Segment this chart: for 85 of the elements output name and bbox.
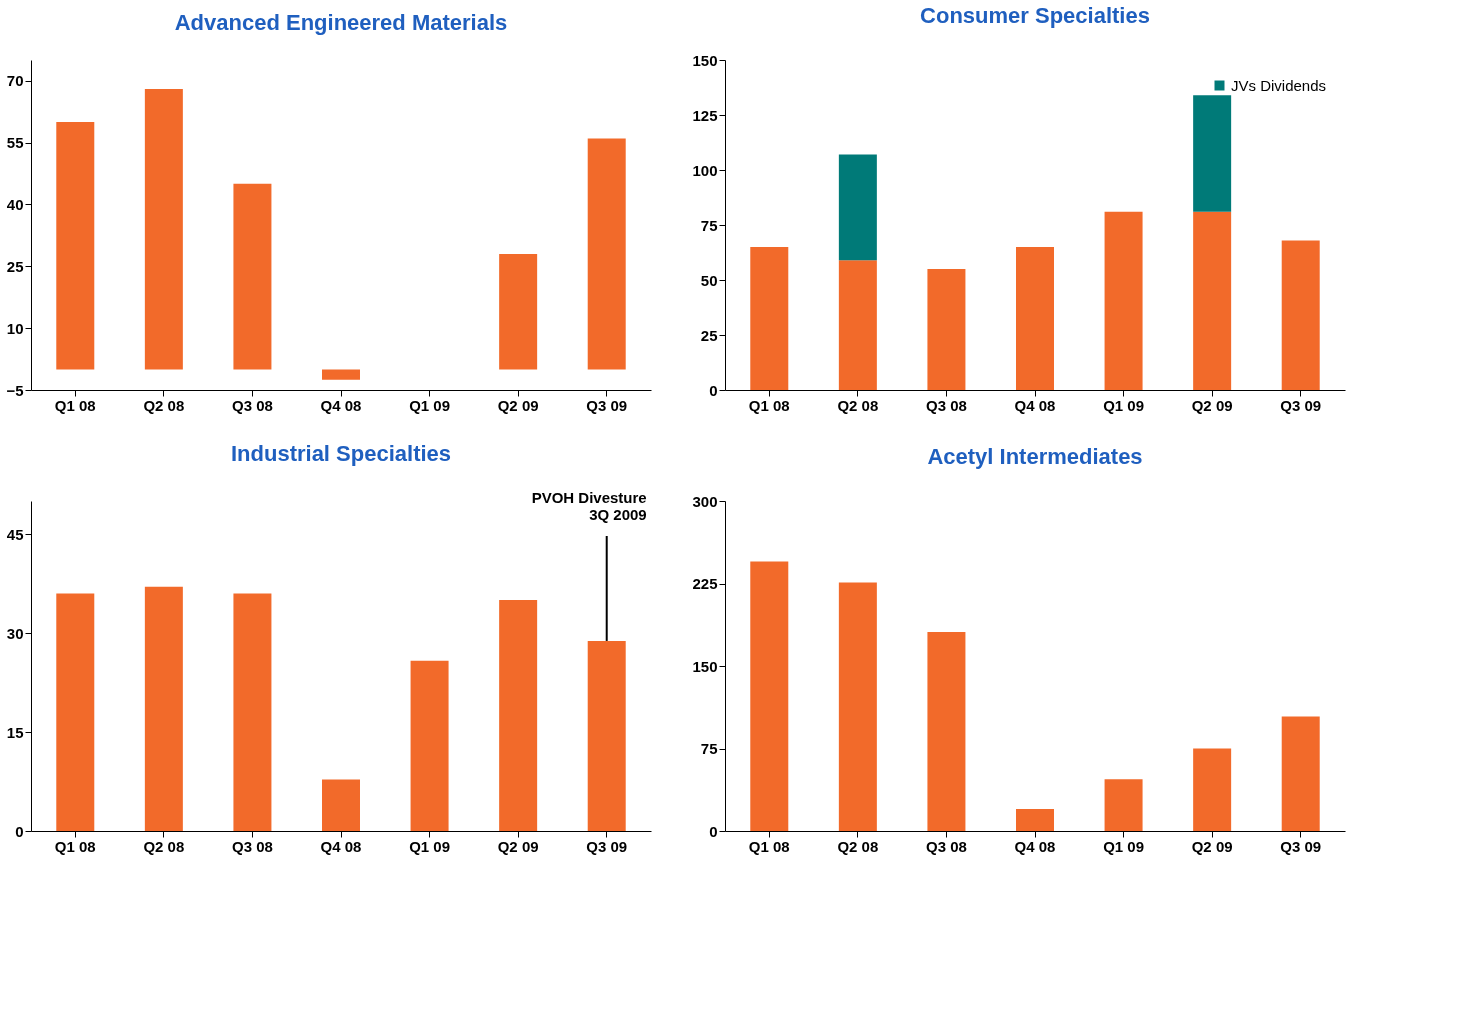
x-tick-label: Q2 09 bbox=[497, 396, 539, 414]
x-tick-label: Q3 08 bbox=[231, 396, 273, 414]
chart-title: Industrial Specialties bbox=[230, 441, 452, 466]
y-tick-label: 125 bbox=[692, 106, 718, 124]
x-tick-label: Q3 08 bbox=[925, 396, 967, 414]
bar bbox=[1016, 247, 1054, 390]
x-tick-label: Q3 09 bbox=[586, 396, 628, 414]
x-tick-label: Q3 09 bbox=[586, 837, 628, 855]
y-tick-label: 55 bbox=[6, 134, 24, 151]
bar bbox=[1193, 748, 1232, 831]
x-tick-label: Q3 08 bbox=[925, 837, 967, 855]
bar bbox=[1281, 240, 1320, 390]
y-tick-label: 25 bbox=[6, 257, 24, 275]
bar bbox=[927, 631, 966, 831]
x-tick-label: Q4 08 bbox=[1014, 837, 1056, 855]
y-tick-label: 70 bbox=[6, 72, 24, 90]
bar bbox=[144, 88, 183, 370]
y-tick-label: 45 bbox=[6, 525, 24, 543]
y-tick-label: 15 bbox=[6, 723, 24, 741]
x-tick-label: Q1 09 bbox=[409, 396, 451, 414]
y-tick-label: 10 bbox=[6, 319, 24, 337]
x-tick-label: Q2 08 bbox=[837, 837, 879, 855]
bar bbox=[587, 138, 626, 370]
bar bbox=[750, 247, 789, 390]
y-tick-label: 150 bbox=[692, 657, 718, 675]
y-tick-label: 75 bbox=[700, 740, 718, 757]
chart-title: Consumer Specialties bbox=[920, 3, 1150, 28]
y-tick-label: 0 bbox=[15, 822, 24, 840]
x-tick-label: Q1 08 bbox=[748, 396, 790, 414]
y-tick-label: 0 bbox=[709, 381, 718, 399]
bar bbox=[410, 660, 449, 831]
y-tick-label: 225 bbox=[692, 575, 718, 592]
x-tick-label: Q2 09 bbox=[1191, 837, 1233, 855]
y-tick-label: 40 bbox=[6, 195, 24, 213]
x-tick-label: Q2 09 bbox=[1191, 396, 1233, 414]
bar bbox=[587, 640, 626, 831]
x-tick-label: Q1 09 bbox=[1103, 837, 1145, 855]
x-tick-label: Q3 08 bbox=[231, 837, 273, 855]
bar bbox=[1193, 95, 1232, 212]
bar bbox=[144, 586, 183, 831]
bar bbox=[322, 369, 360, 380]
y-tick-label: 25 bbox=[700, 326, 718, 344]
x-tick-label: Q2 08 bbox=[143, 396, 185, 414]
bar bbox=[233, 593, 272, 831]
bar bbox=[838, 260, 877, 390]
bar bbox=[927, 269, 966, 390]
x-tick-label: Q2 09 bbox=[497, 837, 539, 855]
bar bbox=[499, 253, 538, 370]
bar bbox=[56, 121, 95, 370]
x-tick-label: Q1 08 bbox=[54, 396, 96, 414]
bar bbox=[1104, 211, 1143, 390]
x-tick-label: Q1 09 bbox=[1103, 396, 1145, 414]
x-tick-label: Q2 08 bbox=[143, 837, 185, 855]
annotation: PVOH Divesture 3Q 2009 bbox=[531, 489, 647, 523]
x-tick-label: Q4 08 bbox=[1014, 396, 1056, 414]
bar bbox=[750, 561, 789, 831]
x-tick-label: Q2 08 bbox=[837, 396, 879, 414]
bar bbox=[1281, 716, 1320, 831]
y-tick-label: 0 bbox=[709, 822, 718, 840]
y-tick-label: −5 bbox=[6, 381, 24, 399]
bar bbox=[1104, 779, 1143, 831]
y-tick-label: 30 bbox=[6, 624, 24, 642]
y-tick-label: 50 bbox=[700, 271, 718, 289]
bar bbox=[838, 154, 877, 261]
chart-title: Acetyl Intermediates bbox=[927, 444, 1143, 469]
y-tick-label: 300 bbox=[692, 492, 718, 510]
bar bbox=[233, 183, 272, 370]
bar bbox=[56, 593, 95, 831]
x-tick-label: Q3 09 bbox=[1280, 837, 1322, 855]
bar bbox=[838, 582, 877, 831]
x-tick-label: Q4 08 bbox=[320, 396, 362, 414]
x-tick-label: Q3 09 bbox=[1280, 396, 1322, 414]
bar bbox=[499, 600, 538, 831]
legend-label: JVs Dividends bbox=[1231, 76, 1327, 94]
y-tick-label: 150 bbox=[692, 51, 718, 69]
x-tick-label: Q4 08 bbox=[320, 837, 362, 855]
y-tick-label: 100 bbox=[692, 161, 718, 179]
bar bbox=[1016, 809, 1054, 831]
x-tick-label: Q1 08 bbox=[54, 837, 96, 855]
bar bbox=[1193, 211, 1232, 390]
x-tick-label: Q1 08 bbox=[748, 837, 790, 855]
bar bbox=[322, 779, 360, 831]
y-tick-label: 75 bbox=[700, 216, 718, 234]
chart-title: Advanced Engineered Materials bbox=[174, 10, 508, 35]
x-tick-label: Q1 09 bbox=[409, 837, 451, 855]
